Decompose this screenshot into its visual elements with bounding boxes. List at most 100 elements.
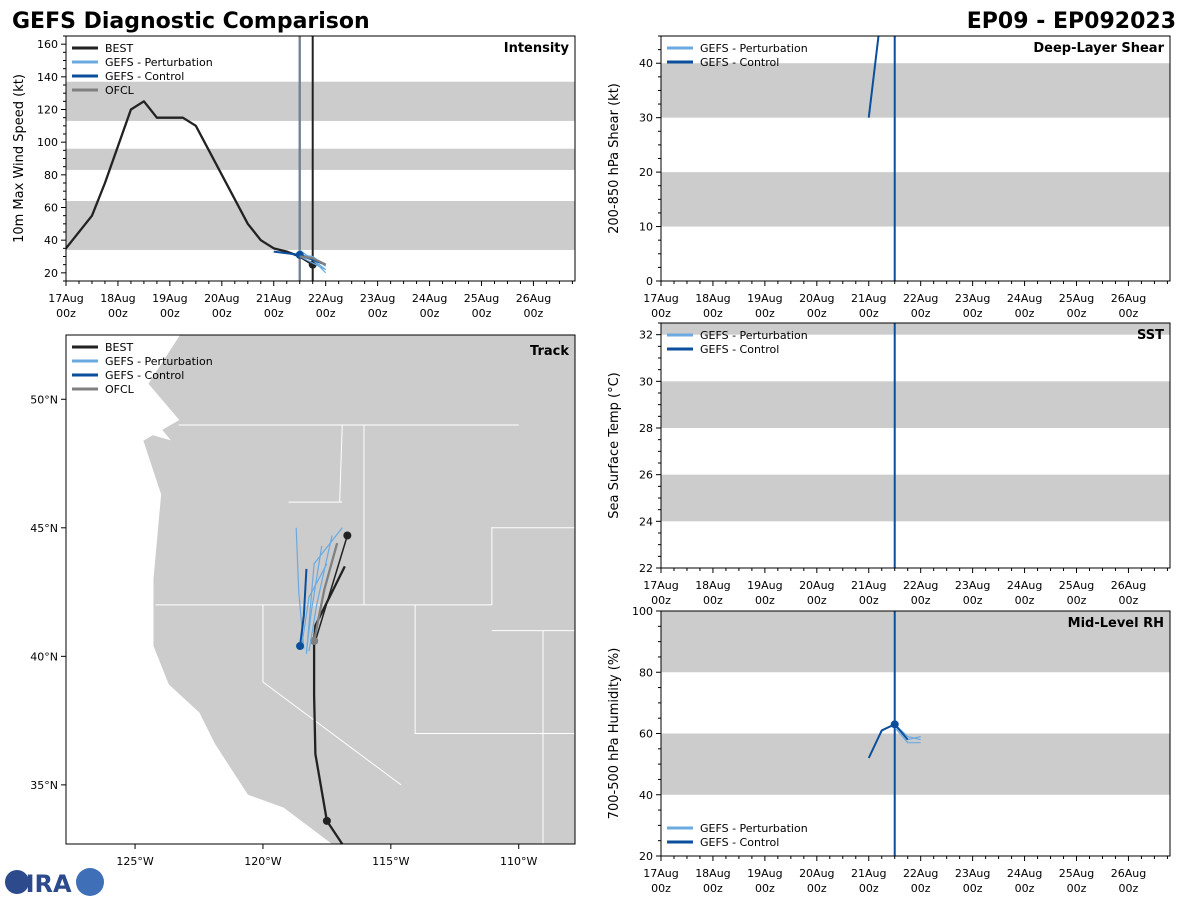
legend-label: BEST [105, 341, 133, 354]
y-tick-label: 100 [632, 605, 653, 618]
x-tick-label-hour: 00z [807, 594, 827, 607]
lon-tick-label: 120°W [244, 855, 281, 868]
x-tick-label-hour: 00z [316, 307, 336, 320]
y-tick-label: 0 [646, 275, 653, 288]
x-tick-label-date: 20Aug [799, 292, 834, 305]
y-tick-label: 80 [44, 169, 58, 182]
x-tick-label-hour: 00z [212, 307, 232, 320]
intensity-band [661, 474, 1170, 522]
legend-label: GEFS - Control [700, 836, 779, 849]
legend-label: GEFS - Control [105, 369, 184, 382]
x-tick-label-date: 18Aug [695, 867, 730, 880]
intensity-band [661, 381, 1170, 428]
x-tick-label-date: 23Aug [955, 292, 990, 305]
map-frame [65, 334, 576, 845]
legend-label: BEST [105, 42, 133, 55]
y-tick-label: 60 [44, 202, 58, 215]
x-tick-label-hour: 00z [703, 307, 723, 320]
logo-text: CIRA [8, 870, 72, 898]
x-tick-label-hour: 00z [1067, 882, 1087, 895]
state-border [398, 843, 400, 844]
x-tick-label-date: 17Aug [48, 292, 83, 305]
x-tick-label-hour: 00z [859, 882, 879, 895]
storm-track [299, 568, 308, 647]
x-tick-label-date: 18Aug [695, 292, 730, 305]
intensity-band [661, 733, 1170, 795]
shear-panel: 0 10 20 30 40 17Aug 00z 18Aug 00z 19Aug 00z 20Aug 00… [607, 35, 1171, 320]
y-tick-label: 40 [44, 234, 58, 247]
y-tick-label: 32 [639, 329, 653, 342]
storm-id: EP09 - EP092023 [967, 9, 1176, 34]
legend-label: OFCL [105, 84, 135, 97]
panel-title: Track [530, 344, 569, 359]
x-tick-label-date: 23Aug [360, 292, 395, 305]
track-panel: 125°W 120°W 115°W 110°W 35°N 40°N 45°N 50°N Trac… [30, 334, 576, 868]
x-tick-label-date: 20Aug [799, 579, 834, 592]
x-tick-label-hour: 00z [651, 882, 671, 895]
x-tick-label-date: 20Aug [204, 292, 239, 305]
x-tick-label-date: 20Aug [799, 867, 834, 880]
x-tick-label-hour: 00z [755, 594, 775, 607]
x-tick-label-date: 22Aug [308, 292, 343, 305]
legend-label: GEFS - Perturbation [700, 329, 808, 342]
x-tick-label-hour: 00z [703, 594, 723, 607]
y-tick-label: 30 [639, 112, 653, 125]
x-tick-label-date: 23Aug [955, 579, 990, 592]
y-tick-label: 40 [639, 57, 653, 70]
y-axis-label: Sea Surface Temp (°C) [607, 372, 622, 519]
series-line [894, 726, 921, 744]
x-tick-label-date: 18Aug [695, 579, 730, 592]
sst-panel: 22 24 26 28 30 32 17Aug 00z 18Aug 00z 19Aug 00z 20Au… [607, 322, 1171, 607]
y-tick-label: 20 [639, 166, 653, 179]
x-tick-label-date: 24Aug [1007, 867, 1042, 880]
x-tick-label-hour: 00z [472, 307, 492, 320]
series-point [890, 720, 899, 729]
x-tick-label-date: 26Aug [1111, 579, 1146, 592]
x-tick-label-date: 17Aug [643, 292, 678, 305]
x-tick-label-date: 19Aug [747, 292, 782, 305]
lat-tick-label: 35°N [30, 779, 58, 792]
x-tick-label-date: 24Aug [412, 292, 447, 305]
legend-label: GEFS - Perturbation [105, 56, 213, 69]
intensity-panel: 20 40 60 80 100 120 140 160 17Aug 00z 18Aug 00z 19Au… [12, 35, 576, 320]
y-tick-label: 60 [639, 728, 653, 741]
figure-title: GEFS Diagnostic Comparison [12, 9, 370, 34]
x-tick-label-hour: 00z [56, 307, 76, 320]
state-border [262, 604, 402, 786]
x-tick-label-date: 17Aug [643, 579, 678, 592]
series-line [299, 255, 326, 271]
panel-title: Deep-Layer Shear [1033, 41, 1164, 56]
track-position [310, 636, 319, 645]
x-tick-label-hour: 00z [1119, 594, 1139, 607]
x-tick-label-hour: 00z [963, 882, 983, 895]
legend-label: GEFS - Perturbation [700, 822, 808, 835]
intensity-band [66, 148, 575, 170]
x-tick-label-hour: 00z [1067, 594, 1087, 607]
x-tick-label-hour: 00z [1119, 307, 1139, 320]
series-line [66, 100, 314, 266]
x-tick-label-hour: 00z [264, 307, 284, 320]
x-tick-label-hour: 00z [1015, 594, 1035, 607]
x-tick-label-date: 23Aug [955, 867, 990, 880]
y-tick-label: 28 [639, 422, 653, 435]
x-tick-label-hour: 00z [368, 307, 388, 320]
x-tick-label-date: 25Aug [1059, 867, 1094, 880]
lon-tick-label: 110°W [500, 855, 537, 868]
state-border [491, 527, 575, 605]
storm-track [305, 527, 343, 654]
y-tick-label: 20 [44, 267, 58, 280]
plot-background [661, 323, 1170, 568]
x-tick-label-hour: 00z [963, 307, 983, 320]
plot-area [66, 36, 327, 281]
y-axis-label: 700-500 hPa Humidity (%) [607, 648, 622, 820]
y-tick-label: 80 [639, 666, 653, 679]
y-axis-label: 200-850 hPa Shear (kt) [607, 83, 622, 234]
x-tick-label-date: 25Aug [1059, 579, 1094, 592]
x-tick-label-hour: 00z [911, 307, 931, 320]
storm-track [312, 542, 339, 642]
y-tick-label: 10 [639, 221, 653, 234]
x-tick-label-date: 22Aug [903, 579, 938, 592]
plot-area [867, 36, 896, 281]
x-tick-label-hour: 00z [807, 307, 827, 320]
legend-label: GEFS - Perturbation [700, 42, 808, 55]
